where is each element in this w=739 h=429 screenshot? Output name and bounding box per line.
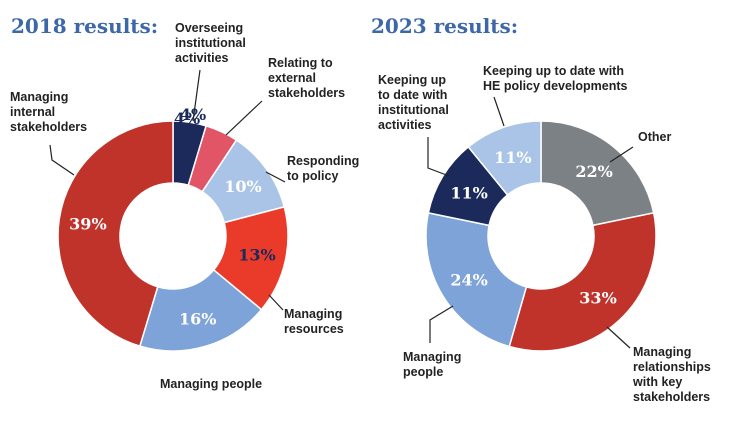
value-label-0-3: 13% — [238, 246, 275, 265]
leader-line-0-3 — [268, 294, 284, 311]
category-label-0-3: Managing resources — [284, 307, 344, 336]
category-label-0-5: Managing internal stakeholders — [10, 90, 87, 134]
leader-line-0-2 — [265, 171, 286, 183]
category-label-1-4: Keeping up to date with HE policy develop… — [483, 64, 628, 93]
chart-title-2023: 2023 results: — [371, 14, 519, 38]
leader-line-1-2 — [429, 305, 454, 343]
leader-line-0-5 — [49, 144, 75, 176]
leader-line-1-4 — [493, 96, 505, 127]
leader-line-0-1 — [225, 100, 263, 136]
value-label-0-1: 4% — [180, 105, 206, 124]
leader-line-0-0 — [192, 69, 201, 122]
value-label-1-2: 24% — [450, 270, 487, 289]
value-label-1-4: 11% — [494, 148, 531, 167]
category-label-1-0: Other — [638, 130, 671, 144]
value-label-0-5: 39% — [69, 214, 106, 233]
leader-line-1-3 — [427, 137, 450, 177]
category-label-1-3: Keeping up to date with institutional activ… — [378, 73, 449, 132]
category-label-0-4: Managing people — [160, 377, 262, 391]
category-label-0-0: Overseeing institutional activities — [175, 21, 246, 65]
value-label-0-2: 10% — [224, 177, 261, 196]
leader-line-1-0 — [609, 146, 634, 163]
value-label-0-4: 16% — [179, 309, 216, 328]
category-label-0-2: Responding to policy — [287, 154, 359, 183]
slice-1-4 — [467, 120, 542, 196]
value-label-1-3: 11% — [450, 184, 487, 203]
category-label-0-1: Relating to external stakeholders — [268, 56, 345, 100]
slice-1-1 — [508, 212, 657, 352]
slice-0-4 — [138, 268, 263, 352]
leader-line-1-1 — [606, 326, 631, 349]
slice-1-2 — [425, 212, 528, 348]
slice-1-0 — [540, 120, 655, 227]
value-label-1-1: 33% — [579, 289, 616, 308]
category-label-1-2: Managing people — [403, 350, 461, 379]
value-label-1-0: 22% — [575, 162, 612, 181]
slice-0-5 — [57, 120, 174, 348]
category-label-1-1: Managing relationships with key stakeholder… — [632, 345, 711, 404]
chart-title-2018: 2018 results: — [11, 14, 159, 38]
